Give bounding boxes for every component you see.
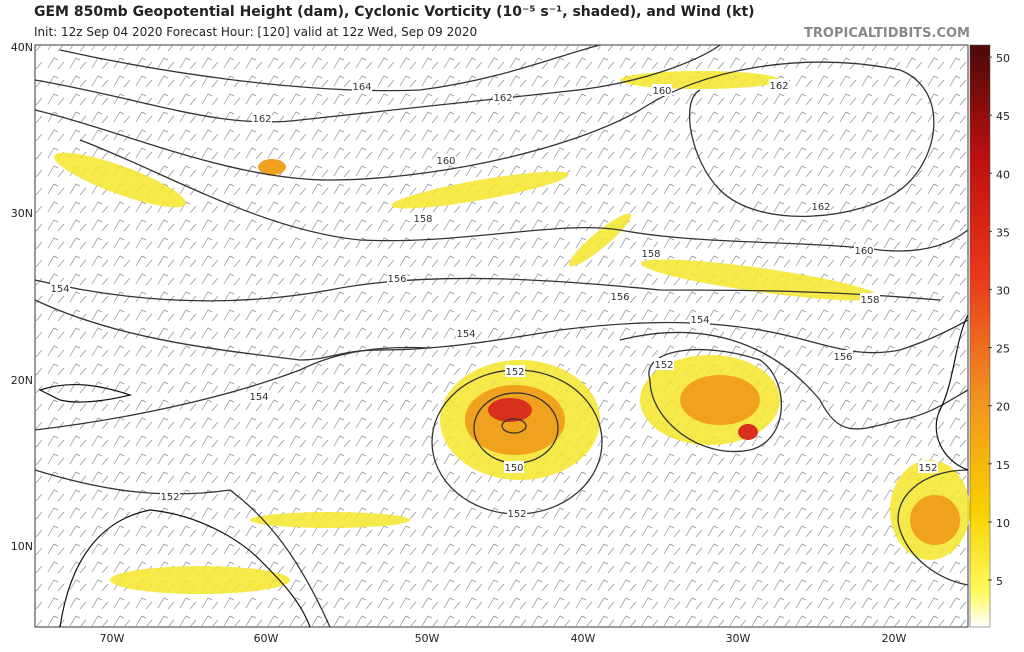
lon-label: 70W [100,632,125,645]
contour-label: 152 [654,360,673,371]
contour-label-bg [493,91,513,103]
contour-label: 160 [436,156,455,167]
contour-label: 164 [352,82,371,93]
lon-label: 60W [254,632,279,645]
contour-label: 156 [833,352,852,363]
vorticity-shading [54,71,970,594]
lat-label: 30N [11,207,33,220]
contour-label-bg [641,247,661,259]
colorbar-tick-label: 15 [996,459,1010,472]
contour-label-bg [436,154,456,166]
colorbar-tick-label: 30 [996,285,1010,298]
contour-label-bg [811,200,831,212]
title: GEM 850mb Geopotential Height (dam), Cyc… [34,4,755,20]
contour-label-bg [252,112,272,124]
lat-label: 40N [11,41,33,54]
contour-label: 152 [507,509,526,520]
contour-label-bg [769,79,789,91]
contour-label: 154 [249,392,268,403]
contour-label: 156 [387,274,406,285]
contour-label-bg [833,350,853,362]
contour-label: 156 [610,292,629,303]
contour-label-bg [352,80,372,92]
contour-label: 158 [413,214,432,225]
contour-label-bg [456,327,476,339]
contour-label: 162 [493,93,512,104]
lon-label: 20W [882,632,907,645]
colorbar-tick-label: 10 [996,517,1010,530]
coastlines [38,314,969,628]
contour-label: 152 [505,367,524,378]
colorbar-tick-label: 5 [996,575,1003,588]
contour-label-bg [860,293,880,305]
colorbar-tick-label: 35 [996,226,1010,239]
contour-label-bg [610,290,630,302]
lon-label: 30W [726,632,751,645]
lon-label: 40W [571,632,596,645]
contour-label-bg [507,507,527,519]
contour-label-bg [505,365,525,377]
contour-label: 158 [860,295,879,306]
lat-label: 20N [11,374,33,387]
source: TROPICALTIDBITS.COM [804,26,970,41]
colorbar: 5 10 15 20 25 30 35 40 45 50 [969,44,1010,628]
colorbar-tick-label: 40 [996,168,1010,181]
contour-label-bg [50,282,70,294]
contour-label-bg [160,490,180,502]
map-area [34,44,970,628]
contour-label-bg [652,84,672,96]
colorbar-tick-label: 50 [996,52,1010,65]
contour-label-bg [690,313,710,325]
contour-label-bg [654,358,674,370]
contour-label-bg [918,461,938,473]
contour-label: 154 [690,315,709,326]
contour-label-bg [854,244,874,256]
contour-label: 152 [160,492,179,503]
contour-label-bg [413,212,433,224]
contour-label-bg [504,461,524,473]
contour-label: 160 [854,246,873,257]
colorbar-tick-label: 25 [996,343,1010,356]
contour-label: 160 [652,86,671,97]
contour-label: 162 [811,202,830,213]
lat-label: 10N [11,540,33,553]
lon-label: 50W [415,632,440,645]
contour-label: 152 [918,463,937,474]
contour-label: 158 [641,249,660,260]
subtitle: Init: 12z Sep 04 2020 Forecast Hour: [12… [34,25,477,39]
contour-label: 154 [50,284,69,295]
contour-label-bg [249,390,269,402]
contour-label: 154 [456,329,475,340]
contour-label: 162 [769,81,788,92]
contour-label-bg [387,272,407,284]
contour-label: 150 [504,463,523,474]
contour-label: 162 [252,114,271,125]
colorbar-tick-label: 20 [996,401,1010,414]
colorbar-tick-label: 45 [996,110,1010,123]
